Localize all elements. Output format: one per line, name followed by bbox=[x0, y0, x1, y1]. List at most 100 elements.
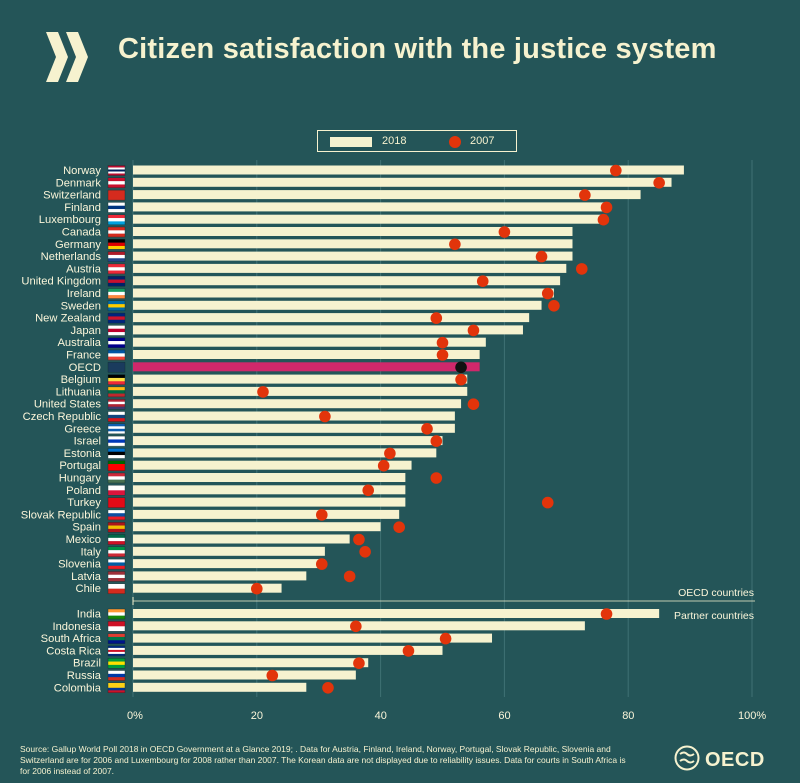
dot-2007-italy bbox=[359, 546, 371, 558]
finland-flag bbox=[107, 202, 126, 213]
us-flag-stripe bbox=[108, 399, 125, 402]
country-label-indonesia: Indonesia bbox=[52, 621, 101, 633]
country-label-united-states: United States bbox=[34, 399, 102, 411]
uk-flag-stripe bbox=[108, 282, 125, 287]
brazil-flag-stripe bbox=[108, 658, 125, 662]
lithuania-flag-stripe bbox=[108, 393, 125, 398]
bar-2018-turkey bbox=[133, 497, 406, 507]
portugal-flag-stripe bbox=[108, 460, 125, 465]
country-label-luxembourg: Luxembourg bbox=[39, 214, 101, 226]
australia-flag-stripe bbox=[108, 344, 125, 348]
czech-flag bbox=[107, 411, 126, 422]
costa-rica-flag-stripe bbox=[108, 651, 125, 655]
canada-flag bbox=[107, 226, 126, 238]
bar-2018-new-zealand bbox=[133, 313, 530, 323]
oecd-brand-name: OECD bbox=[705, 749, 765, 771]
netherlands-flag-stripe bbox=[108, 251, 125, 256]
brazil-flag-stripe bbox=[108, 664, 125, 669]
colombia-flag-stripe bbox=[108, 690, 125, 693]
dot-2007-canada bbox=[498, 226, 511, 238]
new-zealand-flag-stripe bbox=[108, 316, 125, 320]
greece-flag-stripe bbox=[108, 423, 125, 427]
dot-2007-czech-republic bbox=[319, 410, 331, 423]
dot-2007-norway bbox=[610, 164, 622, 177]
portugal-flag-stripe bbox=[108, 464, 125, 468]
dot-2007-estonia bbox=[384, 447, 396, 460]
bar-2018-south-africa bbox=[133, 633, 493, 643]
mexico-flag-stripe bbox=[108, 534, 125, 539]
bar-2018-spain bbox=[133, 522, 381, 532]
poland-flag-stripe bbox=[108, 490, 125, 496]
bar-2018-brazil bbox=[133, 658, 369, 668]
czech-flag-stripe bbox=[108, 418, 125, 422]
bar-2018-lithuania bbox=[133, 386, 468, 396]
lithuania-flag bbox=[107, 386, 126, 398]
lithuania-flag-stripe bbox=[108, 386, 125, 391]
dot-2007-latvia bbox=[343, 570, 356, 583]
us-flag-stripe bbox=[108, 404, 125, 407]
bar-2018-estonia bbox=[133, 448, 437, 458]
chart-title: Citizen satisfaction with the justice sy… bbox=[118, 33, 717, 65]
dot-2007-indonesia bbox=[350, 620, 362, 633]
indonesia-flag-stripe bbox=[108, 626, 125, 632]
country-label-israel: Israel bbox=[74, 436, 101, 448]
oecd-chevron-logo bbox=[46, 32, 88, 82]
bar-2018-finland bbox=[133, 202, 610, 212]
costa-rica-flag-stripe bbox=[108, 649, 125, 653]
netherlands-flag-stripe bbox=[108, 254, 125, 259]
dot-2007-portugal bbox=[377, 459, 390, 472]
dot-2007-south-africa bbox=[439, 632, 452, 645]
slovenia-flag bbox=[107, 558, 126, 570]
greece-flag-stripe bbox=[108, 428, 125, 432]
dot-2007-spain bbox=[393, 521, 405, 533]
slovakia-flag-stripe bbox=[108, 509, 125, 514]
bar-2018-ireland bbox=[133, 288, 554, 298]
country-label-united-kingdom: United Kingdom bbox=[21, 276, 101, 288]
bar-2018-chile bbox=[133, 583, 282, 593]
canada-flag-stripe bbox=[108, 227, 125, 231]
netherlands-flag-stripe bbox=[108, 258, 125, 262]
ireland-flag-stripe bbox=[108, 291, 125, 296]
bar-2018-slovak-republic bbox=[133, 509, 400, 519]
sweden-flag-stripe bbox=[108, 304, 125, 308]
austria-flag-stripe bbox=[108, 270, 125, 275]
switzerland-flag-stripe bbox=[108, 190, 125, 201]
luxembourg-flag-stripe bbox=[108, 218, 125, 222]
chile-flag bbox=[107, 583, 126, 594]
country-label-ireland: Ireland bbox=[67, 288, 101, 300]
dot-2007-united-kingdom bbox=[476, 275, 489, 288]
dot-2007-costa-rica bbox=[402, 645, 415, 657]
bar-2018-norway bbox=[133, 165, 684, 175]
dot-2007-sweden bbox=[548, 300, 560, 312]
bar-2018-canada bbox=[133, 227, 573, 236]
denmark-flag-stripe bbox=[108, 177, 125, 182]
us-flag bbox=[107, 399, 126, 410]
belgium-flag-stripe bbox=[108, 381, 125, 385]
mexico-flag-stripe bbox=[108, 541, 125, 545]
slovakia-flag-stripe bbox=[108, 513, 125, 517]
country-label-slovenia: Slovenia bbox=[58, 559, 102, 571]
x-tick-label-80: 80 bbox=[622, 710, 634, 722]
sweden-flag-stripe bbox=[108, 300, 125, 305]
x-tick-label-0: 0% bbox=[127, 710, 143, 722]
uk-flag-stripe bbox=[108, 279, 125, 284]
country-label-india: India bbox=[77, 609, 102, 621]
costa-rica-flag-stripe bbox=[108, 645, 125, 649]
colombia-flag-stripe bbox=[108, 685, 125, 688]
bar-2018-colombia bbox=[133, 682, 307, 692]
country-label-turkey: Turkey bbox=[67, 497, 101, 509]
greece-flag-stripe bbox=[108, 431, 125, 434]
poland-flag bbox=[107, 485, 126, 496]
bar-2018-united-kingdom bbox=[133, 276, 561, 286]
dot-2007-greece bbox=[421, 423, 433, 435]
chile-flag-stripe bbox=[108, 588, 125, 594]
bar-2018-austria bbox=[133, 263, 567, 273]
estonia-flag bbox=[107, 448, 126, 459]
dot-2007-chile bbox=[250, 582, 263, 595]
bar-2018-hungary bbox=[133, 473, 406, 482]
japan-flag-stripe bbox=[108, 325, 125, 329]
australia-flag-stripe bbox=[108, 337, 125, 342]
indonesia-flag bbox=[107, 621, 126, 632]
germany-flag bbox=[107, 239, 126, 250]
colombia-flag bbox=[107, 682, 126, 693]
